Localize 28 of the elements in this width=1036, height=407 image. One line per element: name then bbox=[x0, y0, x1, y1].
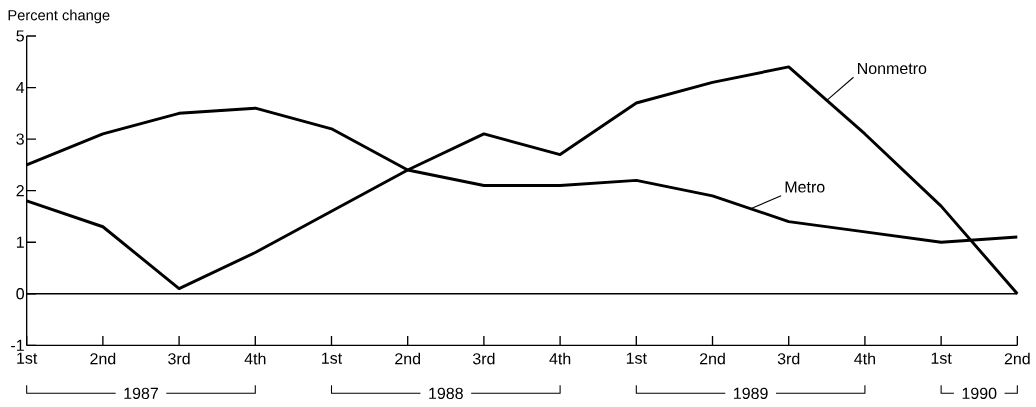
y-tick-label: 0 bbox=[16, 288, 25, 300]
text: 1987 bbox=[124, 387, 158, 400]
x-tick-label: 2nd bbox=[395, 352, 420, 365]
text: 1990 bbox=[962, 387, 997, 400]
text: 1989 bbox=[734, 387, 768, 400]
x-tick-label: 3rd bbox=[168, 352, 190, 365]
text: 1988 bbox=[429, 387, 463, 400]
y-tick-label: 3 bbox=[16, 133, 24, 145]
x-tick-label: 3rd bbox=[472, 352, 495, 365]
x-tick-label: 1st bbox=[626, 352, 647, 365]
x-tick-label: 1st bbox=[322, 352, 343, 365]
x-tick-label: 4th bbox=[549, 352, 571, 365]
y-tick-label: 1 bbox=[16, 236, 24, 248]
text: Nonmetro bbox=[858, 63, 927, 75]
series-label: Metro bbox=[785, 181, 825, 193]
x-tick-label: 4th bbox=[244, 352, 266, 365]
y-tick-label: -1 bbox=[11, 340, 24, 351]
x-tick-label: 2nd bbox=[699, 352, 725, 365]
y-tick-label: 2 bbox=[16, 185, 24, 197]
x-tick-label: 1st bbox=[931, 352, 952, 365]
x-tick-label: 4th bbox=[854, 352, 876, 365]
x-tick-label: 1st bbox=[17, 352, 38, 365]
x-tick-label: 2nd bbox=[1004, 352, 1030, 365]
x-tick-label: 2nd bbox=[90, 352, 116, 365]
y-axis-title: Percent change bbox=[8, 9, 110, 24]
y-tick-label: 4 bbox=[16, 82, 25, 94]
y-tick-label: 5 bbox=[16, 30, 24, 42]
x-tick-label: 3rd bbox=[777, 352, 800, 365]
